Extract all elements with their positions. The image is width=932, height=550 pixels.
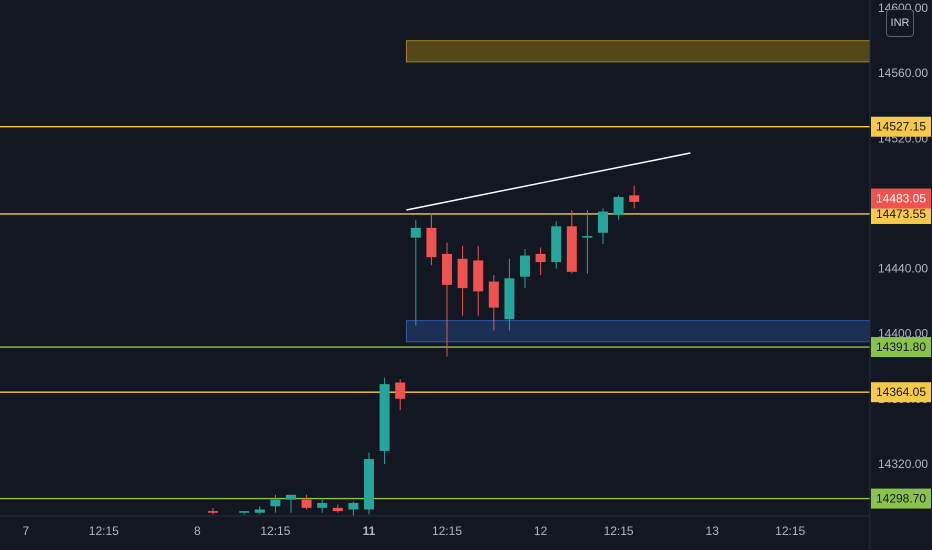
y-tick-label: 14320.00 (878, 457, 928, 471)
time-axis[interactable]: 7 12:15 8 12:15 11 12:15 12 12:15 13 12:15 (0, 515, 870, 538)
candle-body (566, 226, 577, 272)
candle-body (426, 227, 437, 258)
candle-body (535, 253, 546, 263)
trendline (406, 152, 691, 211)
candle (317, 498, 328, 513)
candle-body (488, 281, 499, 308)
candle-body (629, 195, 640, 202)
level-price-tag: 14391.80 (871, 337, 931, 358)
candle (551, 221, 562, 269)
price-tag-label: 14483.05 (876, 192, 926, 206)
x-tick-label: 11 (363, 524, 376, 538)
candle (364, 452, 374, 515)
candle (613, 195, 624, 220)
candle (239, 511, 250, 515)
candle-body (301, 499, 312, 508)
candle-body (520, 255, 530, 277)
candle (442, 242, 452, 357)
candle-body (348, 502, 359, 510)
candle-body (364, 459, 374, 510)
x-tick-label: 8 (194, 524, 201, 538)
demand-zone (405, 320, 871, 343)
candle-body (551, 226, 562, 263)
candle (208, 507, 218, 515)
candle-body (208, 511, 218, 513)
candle-body (317, 502, 328, 508)
candle-body (286, 494, 296, 500)
currency-badge[interactable]: INR (886, 9, 914, 37)
x-tick-label: 12:15 (260, 524, 290, 538)
price-tag-label: 14298.70 (876, 492, 926, 506)
candle-body (457, 258, 468, 289)
x-tick-label: 12:15 (775, 524, 805, 538)
price-tag-bg (871, 116, 931, 137)
x-tick-label: 12:15 (604, 524, 634, 538)
candle (629, 185, 640, 209)
price-axis[interactable]: 14600.0014560.0014520.0014480.0014440.00… (869, 0, 928, 550)
level-price-tag: 14298.70 (871, 488, 931, 509)
candle (535, 247, 546, 276)
trendline-layer (406, 152, 691, 211)
x-tick-label: 7 (22, 524, 29, 538)
price-tag-bg (871, 203, 931, 224)
level-price-tag: 14364.05 (871, 382, 931, 403)
candle (410, 219, 421, 326)
candle (457, 245, 468, 316)
y-tick-label: 14560.00 (878, 66, 928, 80)
price-tag-bg (871, 188, 931, 209)
x-tick-label: 12 (534, 524, 548, 538)
candle-body (379, 384, 390, 451)
candle (473, 245, 484, 316)
level-lines-layer (0, 126, 870, 500)
candle-body (270, 499, 281, 507)
candle-body (239, 511, 250, 513)
candle-body (504, 278, 515, 320)
candle (520, 249, 530, 289)
level-price-tag: 14473.55 (871, 203, 931, 224)
last-price-tag: 14483.05 (871, 188, 931, 209)
candle (254, 506, 265, 515)
candles-layer (208, 185, 640, 516)
candle (286, 494, 296, 513)
x-tick-label: 12:15 (432, 524, 462, 538)
candle-body (582, 236, 593, 238)
candle-body (254, 509, 265, 513)
price-tag-bg (871, 337, 931, 358)
price-tag-label: 14527.15 (876, 120, 926, 134)
price-tag-label: 14473.55 (876, 207, 926, 221)
candle (270, 494, 281, 513)
candle-body (473, 260, 484, 292)
price-tags-layer: 14527.15 14473.55 14391.80 14364.05 14298.70… (871, 116, 931, 509)
candle (379, 377, 390, 464)
price-tag-bg (871, 488, 931, 509)
candle (348, 501, 359, 516)
candle (488, 275, 499, 331)
supply-zone (405, 40, 871, 63)
candle-body (613, 196, 624, 215)
price-tag-bg (871, 382, 931, 403)
price-tag-label: 14391.80 (876, 340, 926, 354)
x-tick-label: 12:15 (89, 524, 119, 538)
zones-layer (405, 40, 871, 343)
candle (582, 209, 593, 274)
y-tick-label: 14440.00 (878, 262, 928, 276)
candle (426, 213, 437, 266)
candle (504, 258, 515, 331)
price-tag-label: 14364.05 (876, 385, 926, 399)
candle (332, 504, 343, 513)
candle (598, 208, 608, 245)
candle (566, 209, 577, 274)
candle-body (332, 507, 343, 512)
candle (301, 494, 312, 510)
x-tick-label: 13 (706, 524, 720, 538)
candle-body (395, 382, 406, 399)
candle (395, 379, 406, 411)
candle-body (442, 253, 452, 285)
level-price-tag: 14527.15 (871, 116, 931, 137)
candle-body (598, 211, 608, 233)
candle-body (410, 227, 421, 238)
